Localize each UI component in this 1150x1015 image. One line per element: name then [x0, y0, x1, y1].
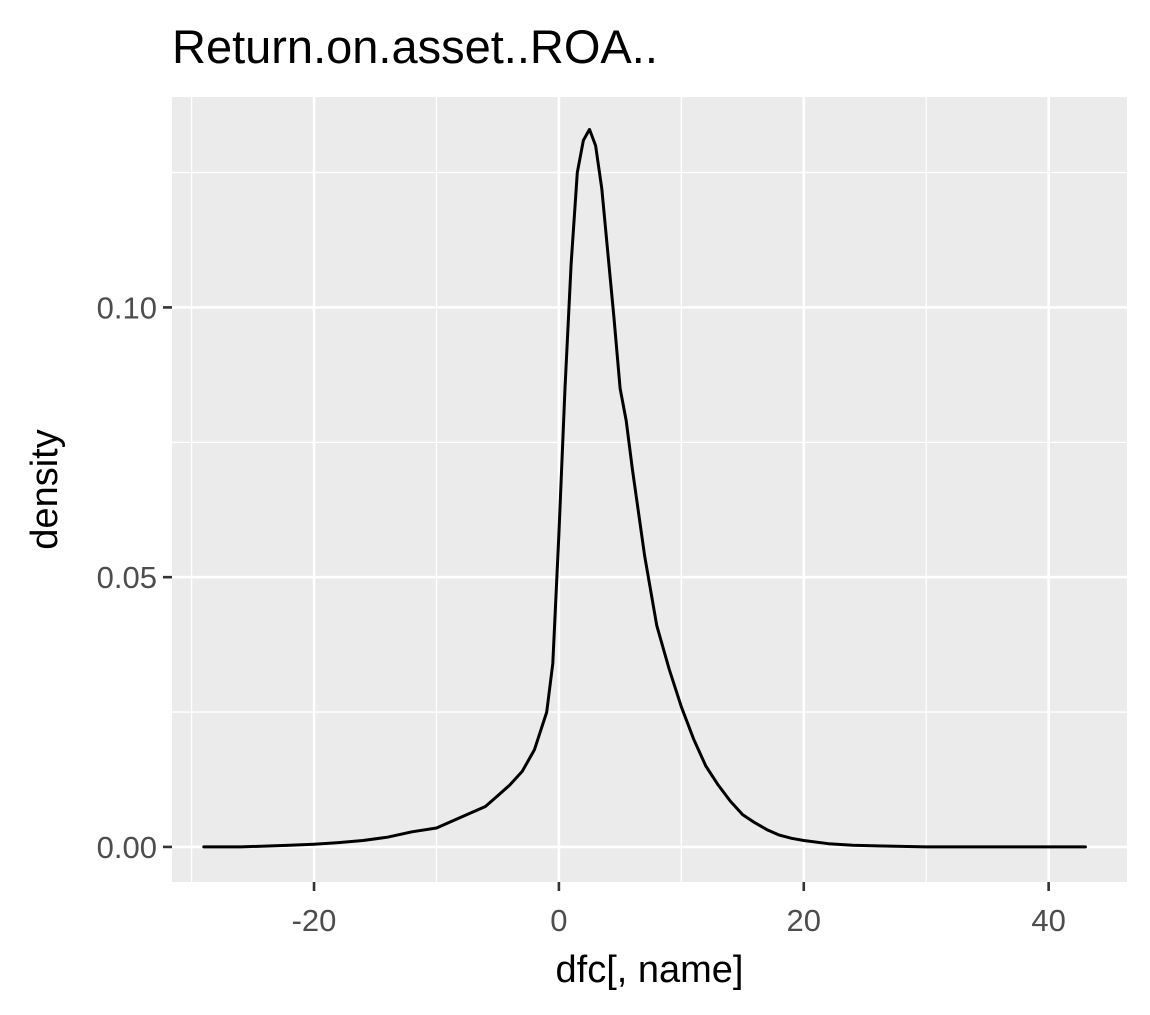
x-axis-title: dfc[, name] — [556, 949, 744, 991]
y-tick-label: 0.10 — [97, 290, 157, 325]
y-tick-label: 0.00 — [97, 830, 157, 865]
axis-ticks: -20 0 20 40 0.00 0.05 0.10 — [97, 290, 1066, 938]
density-curve — [202, 127, 1087, 849]
x-tick-label: 0 — [550, 903, 567, 938]
grid-lines — [172, 97, 1127, 882]
chart-title: Return.on.asset..ROA.. — [172, 20, 658, 73]
x-tick-label: 20 — [787, 903, 821, 938]
y-axis-title: density — [24, 429, 66, 549]
y-tick-label: 0.05 — [97, 560, 157, 595]
x-tick-label: -20 — [292, 903, 337, 938]
x-tick-label: 40 — [1031, 903, 1065, 938]
plot-panel — [172, 97, 1127, 882]
